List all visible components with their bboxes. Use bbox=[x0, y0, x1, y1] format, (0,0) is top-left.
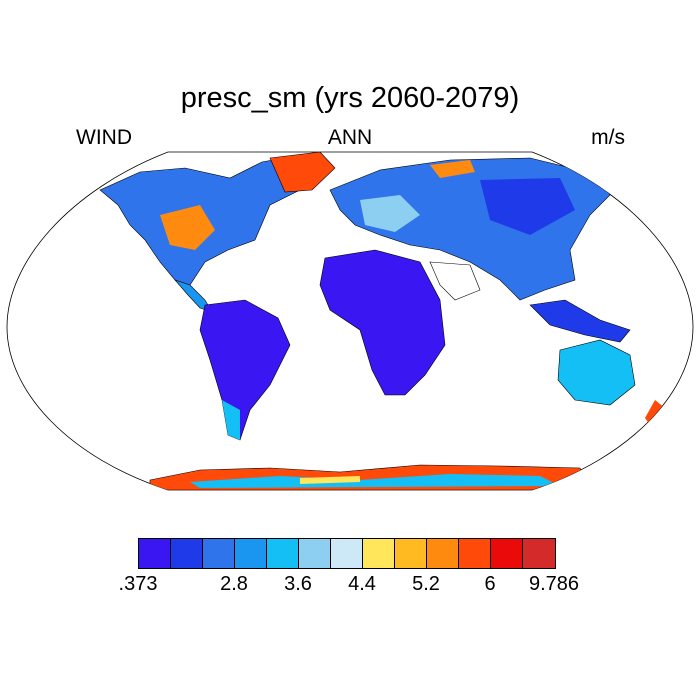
colorbar bbox=[138, 538, 556, 569]
colorbar-swatch bbox=[267, 539, 299, 568]
new-zealand-landmass bbox=[645, 400, 665, 425]
colorbar-tick-label: 6 bbox=[484, 573, 496, 595]
colorbar-swatch bbox=[299, 539, 331, 568]
variable-label: WIND bbox=[76, 126, 132, 149]
colorbar-tick-label: .373 bbox=[118, 573, 158, 595]
southeast-asia-islands bbox=[529, 299, 631, 343]
colorbar-swatch bbox=[491, 539, 523, 568]
units-label: m/s bbox=[591, 126, 625, 149]
colorbar-tick-label: 4.4 bbox=[348, 573, 376, 595]
colorbar-swatch bbox=[235, 539, 267, 568]
north-america-warm-region bbox=[160, 205, 215, 250]
colorbar-swatch bbox=[203, 539, 235, 568]
colorbar-swatch bbox=[171, 539, 203, 568]
colorbar-swatch bbox=[523, 539, 555, 568]
colorbar-tick-label: 9.786 bbox=[528, 573, 580, 595]
africa-landmass bbox=[319, 249, 446, 396]
antarctica-yellow-band bbox=[300, 476, 360, 484]
australia-landmass bbox=[557, 339, 636, 406]
south-america-coast bbox=[222, 400, 240, 440]
plot-title: presc_sm (yrs 2060-2079) bbox=[180, 82, 520, 114]
colorbar-tick-label: 5.2 bbox=[412, 573, 440, 595]
arabia-landmass bbox=[429, 261, 481, 301]
colorbar-swatch bbox=[139, 539, 171, 568]
colorbar-swatch bbox=[395, 539, 427, 568]
colorbar-swatch bbox=[363, 539, 395, 568]
season-label: ANN bbox=[327, 126, 373, 149]
europe-light-region bbox=[360, 195, 420, 232]
arctic-coast-warm bbox=[430, 160, 475, 178]
colorbar-tick-label: 2.8 bbox=[220, 573, 248, 595]
south-america-landmass bbox=[199, 299, 291, 441]
colorbar-swatch bbox=[459, 539, 491, 568]
antarctica-inner-region bbox=[190, 474, 560, 488]
siberia-dark-region bbox=[480, 178, 575, 235]
greenland-landmass bbox=[269, 152, 336, 193]
colorbar-swatch bbox=[427, 539, 459, 568]
colorbar-tick-label: 3.6 bbox=[284, 573, 312, 595]
north-america-landmass bbox=[99, 154, 321, 286]
colorbar-swatch bbox=[331, 539, 363, 568]
